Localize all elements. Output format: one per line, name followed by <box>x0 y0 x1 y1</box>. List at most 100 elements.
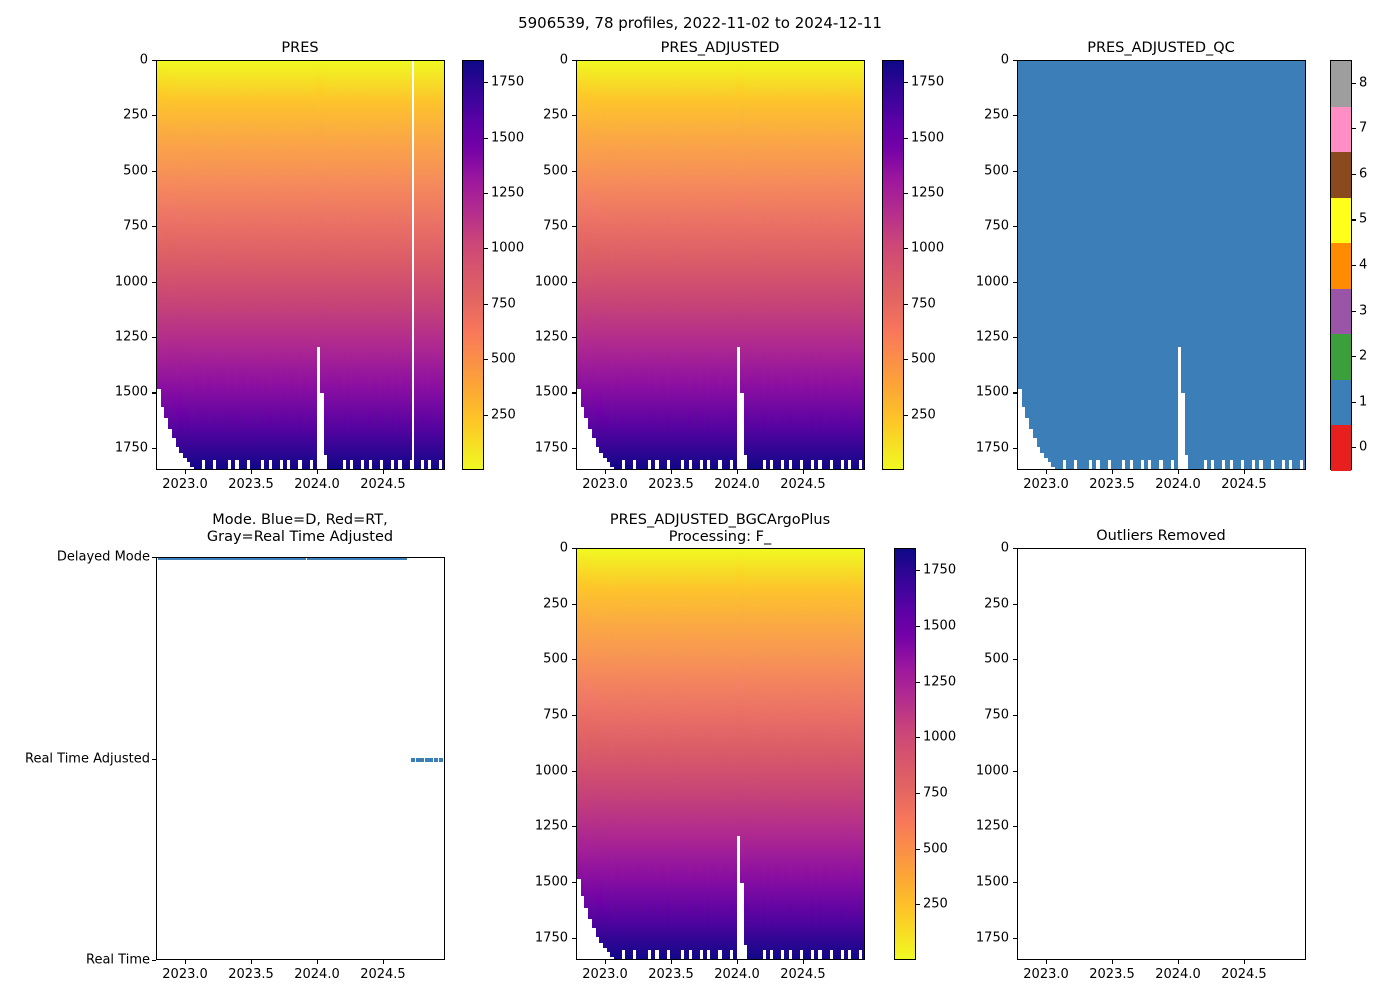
qc-colorbar-tick-mark <box>1352 310 1356 312</box>
profile-column <box>368 61 373 460</box>
pres-heatmap <box>157 61 444 469</box>
y-tick-mark <box>1013 826 1017 828</box>
profile-column <box>754 549 760 959</box>
profile-column <box>728 61 734 460</box>
profile-column <box>1262 61 1267 469</box>
y-tick-mark <box>152 170 156 172</box>
y-tick-mark <box>572 60 576 62</box>
profile-column <box>814 549 819 959</box>
profile-column <box>331 61 336 469</box>
profile-column <box>858 61 863 460</box>
profile-column <box>1184 61 1190 456</box>
qc-colorbar-tick-mark <box>1352 219 1356 221</box>
profile-column <box>651 549 656 959</box>
mode-marker <box>173 558 178 560</box>
panel-mode-axes[interactable] <box>156 557 445 960</box>
profile-column <box>1240 61 1245 460</box>
profile-column <box>242 61 247 469</box>
colorbar-tick-mark <box>904 82 908 84</box>
profile-column <box>721 549 726 959</box>
profile-column <box>673 61 678 469</box>
profile-column <box>282 61 288 469</box>
profile-column <box>777 61 782 469</box>
x-tick-label: 2023.0 <box>162 477 208 492</box>
pres-colorbar[interactable] <box>462 60 484 470</box>
profile-column <box>1099 61 1104 469</box>
panel-bgcargoplus-axes[interactable] <box>576 548 865 960</box>
profile-column <box>1258 61 1264 460</box>
qc-colorbar[interactable] <box>1330 60 1352 471</box>
mode-y-tick-label: Real Time <box>86 952 150 968</box>
profile-column <box>353 61 358 469</box>
x-tick-label: 2023.5 <box>648 477 694 492</box>
panel-pres-adjusted-axes[interactable] <box>576 60 865 470</box>
qc-colorbar-segment <box>1331 197 1351 244</box>
mode-marker <box>266 558 271 560</box>
profile-column <box>379 61 384 460</box>
y-tick-mark <box>152 281 156 283</box>
profile-column <box>599 61 604 454</box>
qc-colorbar-tick-label: 2 <box>1359 348 1368 364</box>
profile-column <box>234 61 240 460</box>
colorbar-tick-label: 1000 <box>491 240 525 256</box>
panel-pres-adjusted-qc-title: PRES_ADJUSTED_QC <box>1087 40 1235 56</box>
profile-column <box>1103 61 1108 469</box>
bgcargoplus-colorbar[interactable] <box>894 548 916 960</box>
mode-marker <box>250 558 255 560</box>
panel-pres-adjusted-qc-axes[interactable] <box>1017 60 1306 470</box>
colorbar-tick-mark <box>484 248 488 250</box>
profile-column <box>688 549 693 950</box>
profile-column <box>1151 61 1156 469</box>
profile-column <box>828 549 834 950</box>
y-tick-mark <box>1013 281 1017 283</box>
profile-column <box>394 61 399 469</box>
y-tick-mark <box>572 770 576 772</box>
profile-column <box>186 61 191 463</box>
profile-column <box>1147 61 1152 460</box>
y-tick-mark <box>572 548 576 550</box>
profile-column <box>610 61 615 467</box>
x-tick-label: 2024.0 <box>1155 967 1201 982</box>
profile-column <box>784 61 789 469</box>
profile-column <box>1084 61 1089 469</box>
profile-column <box>788 61 793 460</box>
profile-column <box>847 61 852 460</box>
profile-column <box>632 61 637 460</box>
mode-marker <box>438 757 443 762</box>
profile-column <box>1047 61 1052 463</box>
y-tick-mark <box>572 447 576 449</box>
profile-column <box>795 61 800 469</box>
pres-adjusted-colorbar[interactable] <box>882 60 904 470</box>
profile-column <box>386 61 391 469</box>
panel-outliers-removed-axes[interactable] <box>1017 548 1306 960</box>
x-tick-mark <box>1177 960 1180 964</box>
mode-marker <box>330 558 335 560</box>
panel-pres-axes[interactable] <box>156 60 445 470</box>
y-tick-label: 250 <box>984 107 1009 123</box>
colorbar-tick-mark <box>484 192 488 195</box>
profile-column <box>614 549 619 959</box>
y-tick-mark <box>572 392 576 394</box>
profile-column <box>1214 61 1219 469</box>
y-tick-mark <box>152 337 156 339</box>
profile-column <box>662 61 667 469</box>
profile-column <box>710 61 715 469</box>
profile-column <box>751 61 756 469</box>
profile-column <box>717 549 723 950</box>
profile-column <box>227 61 232 460</box>
profile-column <box>1181 61 1186 394</box>
profile-column <box>1132 61 1138 469</box>
profile-column <box>1295 61 1301 469</box>
profile-column <box>1073 61 1078 460</box>
profile-column <box>684 549 689 959</box>
x-tick-mark <box>671 470 673 474</box>
profile-column <box>825 61 830 469</box>
profile-column <box>1043 61 1049 458</box>
profile-column <box>854 549 860 959</box>
mode-marker <box>201 558 206 560</box>
y-tick-label: 1250 <box>534 329 568 345</box>
profile-column <box>1021 61 1026 407</box>
profile-column <box>740 549 745 884</box>
profile-column <box>810 549 815 950</box>
